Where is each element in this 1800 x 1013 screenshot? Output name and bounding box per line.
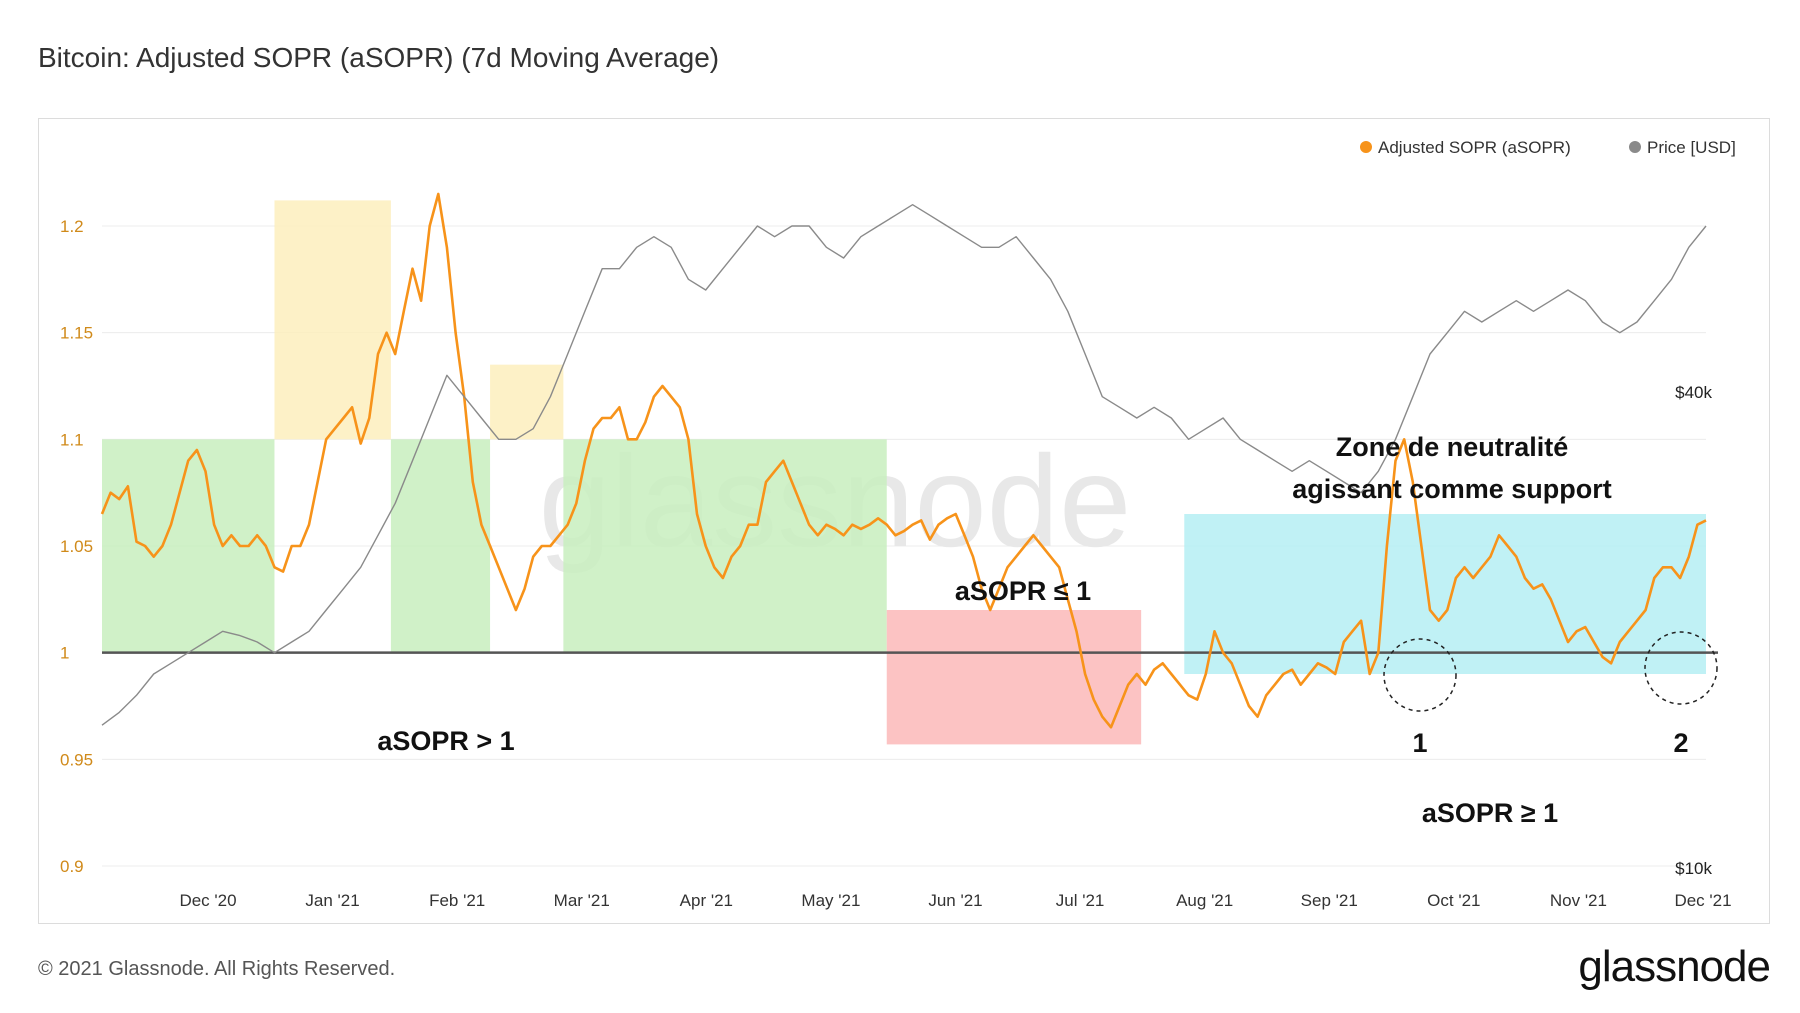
- x-tick-label: Dec '21: [1674, 891, 1731, 910]
- x-tick-label: Jan '21: [305, 891, 359, 910]
- marker-1: 1: [1412, 728, 1427, 758]
- marker-2: 2: [1673, 728, 1688, 758]
- legend-label-asopr: Adjusted SOPR (aSOPR): [1378, 138, 1571, 157]
- y-tick-label: 0.9: [60, 857, 84, 876]
- dashed-circle-1: [1383, 638, 1457, 712]
- x-tick-label: Feb '21: [429, 891, 485, 910]
- y-tick-label: 1.15: [60, 324, 93, 343]
- legend-label-price: Price [USD]: [1647, 138, 1736, 157]
- price-tick-label: $10k: [1675, 859, 1712, 878]
- x-tick-label: Sep '21: [1301, 891, 1358, 910]
- annotation-zone-line1: Zone de neutralité: [1336, 432, 1569, 462]
- annotation-asopr-gt: aSOPR > 1: [377, 726, 514, 756]
- x-tick-label: Dec '20: [179, 891, 236, 910]
- legend-swatch-asopr: [1360, 141, 1372, 153]
- x-tick-label: Mar '21: [554, 891, 610, 910]
- footer-logo: glassnode: [1578, 942, 1771, 991]
- region-yellow-2: [490, 364, 564, 440]
- x-tick-label: Nov '21: [1550, 891, 1607, 910]
- annotation-asopr-le: aSOPR ≤ 1: [955, 576, 1091, 606]
- x-tick-label: Apr '21: [680, 891, 733, 910]
- annotation-zone-line2: agissant comme support: [1292, 474, 1612, 504]
- y-tick-label: 0.95: [60, 750, 93, 769]
- region-green-3: [563, 439, 887, 653]
- y-tick-label: 1.2: [60, 217, 84, 236]
- chart-frame: [38, 118, 1770, 924]
- x-tick-label: Oct '21: [1427, 891, 1480, 910]
- region-cyan-1: [1184, 514, 1706, 674]
- region-yellow-1: [274, 200, 391, 440]
- x-tick-label: Jul '21: [1056, 891, 1105, 910]
- price-series-line: [101, 204, 1707, 726]
- x-tick-label: May '21: [801, 891, 860, 910]
- y-tick-label: 1: [60, 644, 69, 663]
- dashed-circle-2: [1644, 631, 1718, 705]
- x-tick-label: Jun '21: [928, 891, 982, 910]
- price-tick-label: $40k: [1675, 383, 1712, 402]
- y-tick-label: 1.05: [60, 537, 93, 556]
- region-green-2: [390, 439, 491, 653]
- legend-swatch-price: [1629, 141, 1641, 153]
- annotation-asopr-ge: aSOPR ≥ 1: [1422, 798, 1558, 828]
- x-tick-label: Aug '21: [1176, 891, 1233, 910]
- asopr-series-line: [100, 192, 1707, 729]
- footer-copyright: © 2021 Glassnode. All Rights Reserved.: [38, 958, 396, 980]
- y-tick-label: 1.1: [60, 430, 84, 449]
- region-red-1: [886, 610, 1142, 745]
- chart-title: Bitcoin: Adjusted SOPR (aSOPR) (7d Movin…: [38, 42, 720, 73]
